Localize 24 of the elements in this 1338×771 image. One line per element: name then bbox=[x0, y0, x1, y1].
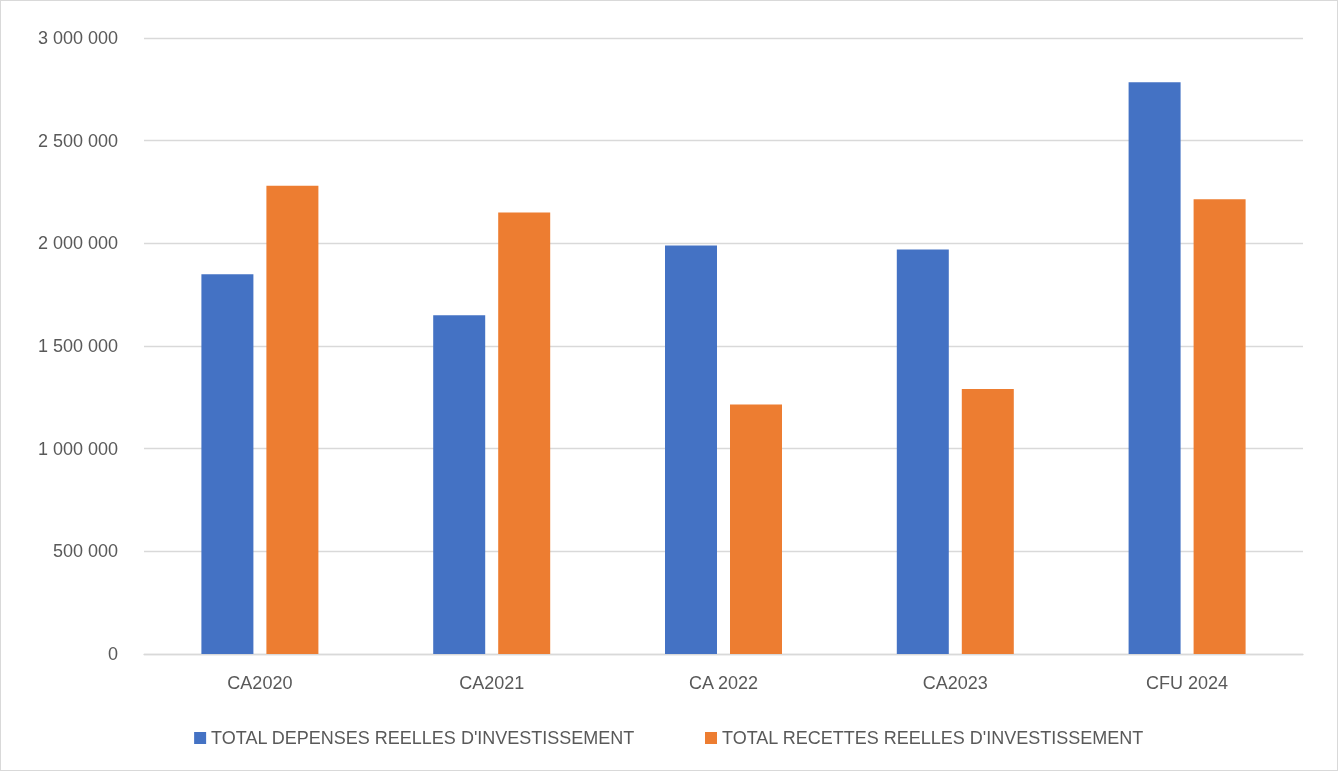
y-tick-label: 1 000 000 bbox=[37, 438, 118, 459]
bar bbox=[498, 212, 551, 654]
x-tick-label: CA2020 bbox=[227, 673, 293, 693]
legend-label: TOTAL DEPENSES REELLES D'INVESTISSEMENT bbox=[211, 728, 635, 748]
y-tick-label: 500 000 bbox=[52, 541, 118, 562]
y-tick-label: 3 000 000 bbox=[37, 28, 118, 48]
bar bbox=[896, 249, 949, 654]
x-tick-label: CFU 2024 bbox=[1146, 673, 1229, 693]
legend-label: TOTAL RECETTES REELLES D'INVESTISSEMENT bbox=[722, 728, 1144, 748]
y-tick-label: 2 500 000 bbox=[37, 130, 118, 151]
bar bbox=[1128, 82, 1181, 654]
x-tick-label: CA 2022 bbox=[688, 673, 759, 693]
x-tick-label: CA2023 bbox=[922, 673, 988, 693]
bar bbox=[433, 315, 486, 654]
bar bbox=[730, 404, 782, 654]
bar bbox=[665, 245, 717, 654]
bar bbox=[961, 389, 1014, 654]
y-tick-label: 0 bbox=[107, 644, 118, 664]
y-tick-label: 2 000 000 bbox=[37, 233, 118, 254]
bar bbox=[201, 274, 254, 654]
bar bbox=[1193, 199, 1246, 654]
y-tick-label: 1 500 000 bbox=[37, 336, 118, 356]
bar bbox=[266, 185, 319, 654]
x-tick-label: CA2021 bbox=[459, 673, 525, 693]
